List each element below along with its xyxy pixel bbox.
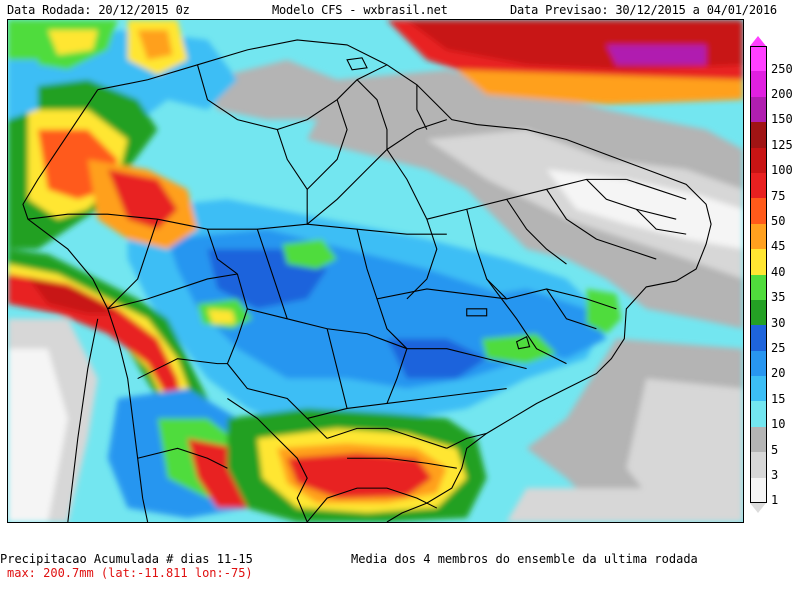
- color-scale-label: 15: [771, 391, 786, 406]
- model-source-label: Modelo CFS - wxbrasil.net: [272, 3, 448, 17]
- product-title: Precipitacao Acumulada # dias 11-15: [0, 552, 253, 566]
- precipitation-field: [8, 20, 743, 522]
- color-scale-top-arrow: [750, 36, 766, 46]
- precipitation-color-scale: [750, 36, 767, 513]
- color-scale-label: 5: [771, 442, 779, 457]
- forecast-period-label: Data Previsao: 30/12/2015 a 04/01/2016: [510, 3, 777, 17]
- color-scale-bottom-arrow: [750, 503, 766, 513]
- color-scale-label: 1: [771, 493, 779, 508]
- color-scale-label: 200: [771, 87, 793, 102]
- color-scale-segment: [750, 325, 767, 352]
- color-scale-segment: [750, 122, 767, 149]
- color-scale-label: 75: [771, 188, 786, 203]
- color-scale-segment: [750, 172, 767, 199]
- political-boundaries: [22, 39, 712, 522]
- color-scale-segment: [750, 477, 767, 504]
- run-date-label: Data Rodada: 20/12/2015 0z: [7, 3, 190, 17]
- color-scale-segment: [750, 147, 767, 174]
- color-scale-segment: [750, 376, 767, 402]
- color-scale-label: 20: [771, 366, 786, 381]
- color-scale-label: 30: [771, 315, 786, 330]
- color-scale-segment: [750, 299, 767, 326]
- color-scale-segment: [750, 426, 767, 453]
- color-scale-label: 250: [771, 61, 793, 76]
- color-scale-segment: [750, 401, 767, 428]
- color-scale-segment: [750, 96, 767, 123]
- color-scale-label: 50: [771, 214, 786, 229]
- color-scale-segment: [750, 198, 767, 225]
- color-scale-segment: [750, 249, 767, 275]
- color-scale-segment: [750, 350, 767, 377]
- color-scale-label: 40: [771, 264, 786, 279]
- color-scale-label: 35: [771, 290, 786, 305]
- color-scale-label: 125: [771, 137, 793, 152]
- color-scale-segment: [750, 274, 767, 301]
- color-scale-label: 25: [771, 340, 786, 355]
- precip-shading: [8, 20, 743, 522]
- color-scale-label: 3: [771, 467, 779, 482]
- color-scale-label: 100: [771, 163, 793, 178]
- max-value-readout: max: 200.7mm (lat:-11.811 lon:-75): [7, 566, 253, 580]
- color-scale-label: 10: [771, 417, 786, 432]
- color-scale-segment: [750, 452, 767, 479]
- color-scale-label: 150: [771, 112, 793, 127]
- color-scale-segment: [750, 46, 767, 72]
- color-scale-segment: [750, 223, 767, 250]
- ensemble-note: Media dos 4 membros do ensemble da ultim…: [351, 552, 698, 566]
- color-scale-label: 45: [771, 239, 786, 254]
- color-scale-segment: [750, 71, 767, 98]
- precipitation-map: [7, 19, 744, 523]
